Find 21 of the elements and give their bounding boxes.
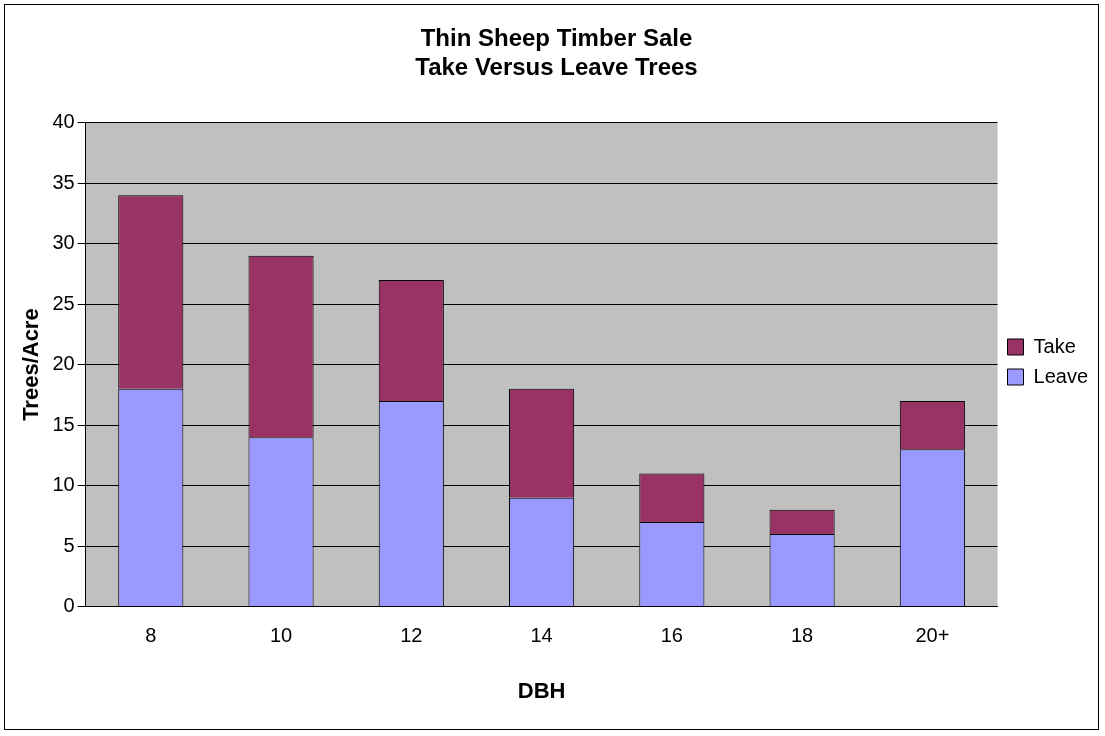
- chart-title: Thin Sheep Timber Sale Take Versus Leave Trees: [415, 24, 698, 80]
- x-axis-title: DBH: [517, 677, 566, 703]
- x-tick-label: 10: [269, 624, 293, 647]
- y-tick-label: 40: [52, 110, 75, 133]
- legend-label: Leave: [1033, 364, 1089, 387]
- x-tick-label: 14: [530, 624, 553, 647]
- x-tick-label: 12: [400, 624, 423, 647]
- y-tick-label: 0: [63, 594, 75, 617]
- y-tick-label: 5: [63, 533, 75, 556]
- x-tick-label: 8: [145, 624, 157, 647]
- y-axis-title: Trees/Acre: [18, 308, 44, 421]
- y-tick-label: 25: [52, 291, 75, 314]
- x-tick-label: 16: [660, 624, 683, 647]
- x-tick-label: 20+: [915, 624, 950, 647]
- y-tick-label: 35: [52, 170, 75, 193]
- x-tick-label: 18: [790, 624, 814, 647]
- y-tick-label: 30: [52, 231, 75, 254]
- y-tick-label: 15: [52, 412, 75, 435]
- y-tick-label: 10: [52, 473, 75, 496]
- legend-label: Take: [1033, 334, 1076, 357]
- y-tick-label: 20: [52, 352, 75, 375]
